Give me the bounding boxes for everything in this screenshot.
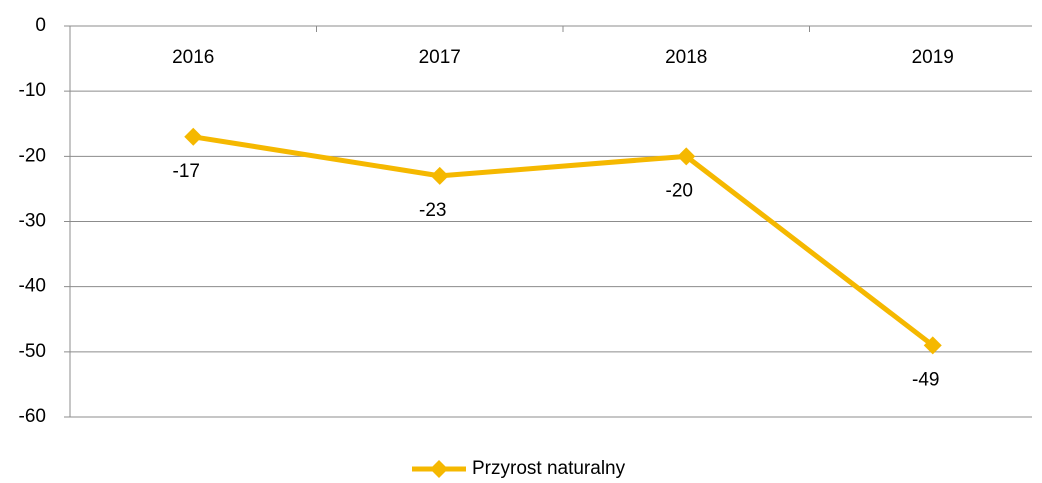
y-tick-label: -40 [19,276,46,297]
marker [923,336,942,355]
marker [430,166,449,185]
x-tick-label: 2019 [912,47,954,68]
legend-label: Przyrost naturalny [472,458,626,479]
x-tick-label: 2018 [665,47,707,68]
y-tick-label: -50 [19,341,46,362]
legend-marker [430,460,448,478]
marker [677,147,696,166]
y-tick-label: 0 [35,15,46,36]
data-label: -49 [912,369,939,390]
y-tick-label: -10 [19,80,46,101]
x-tick-label: 2017 [419,47,461,68]
x-tick-label: 2016 [172,47,214,68]
y-tick-label: -60 [19,406,46,427]
data-label: -23 [419,200,446,221]
line [192,134,935,348]
y-tick-label: -20 [19,145,46,166]
data-label: -20 [666,180,693,201]
data-label: -17 [173,161,200,182]
marker [184,127,203,146]
y-tick-label: -30 [19,211,46,232]
